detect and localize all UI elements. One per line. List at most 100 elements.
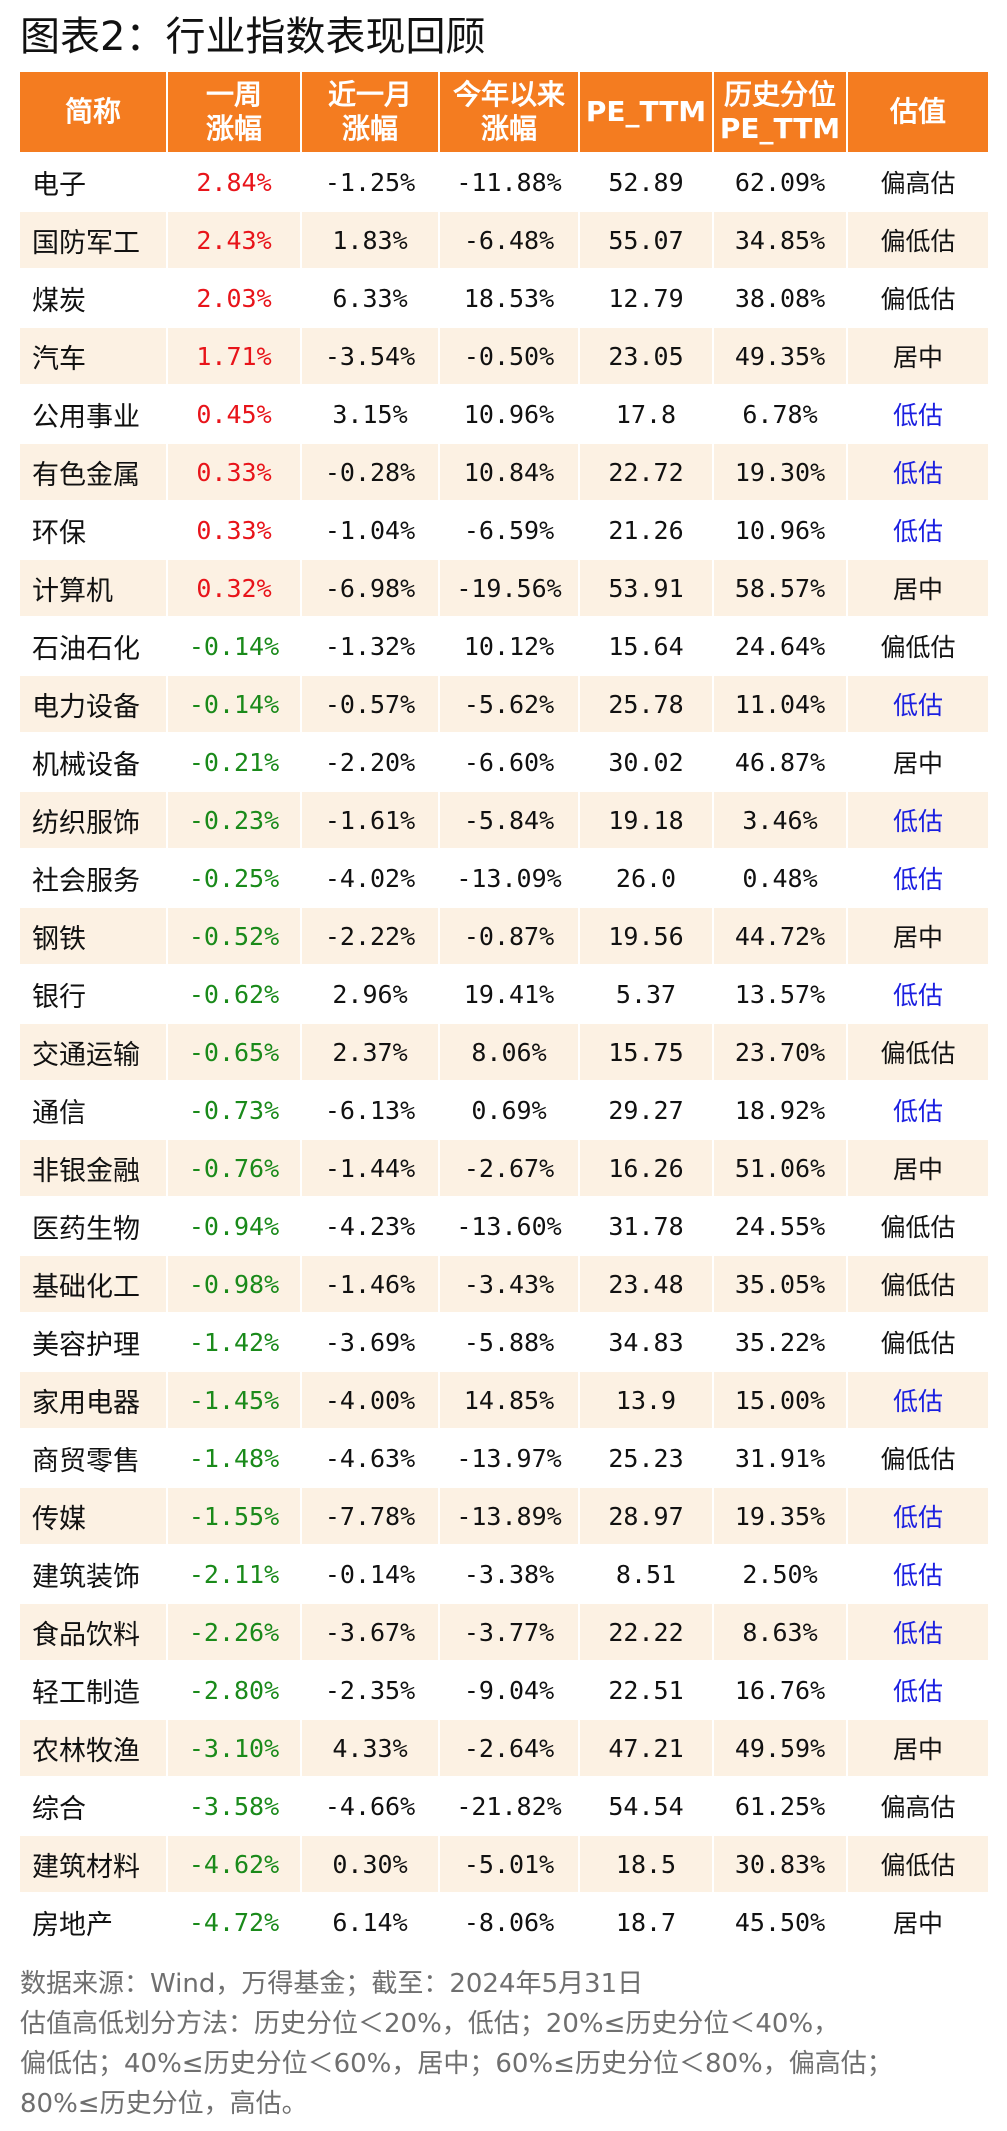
header-week-change: 一周 涨幅: [168, 72, 302, 152]
pe-ttm-cell: 21.26: [580, 500, 714, 558]
pe-ttm-cell: 47.21: [580, 1718, 714, 1776]
pe-percentile-cell: 13.57%: [714, 964, 848, 1022]
table-row: 钢铁 -0.52% -2.22% -0.87% 19.56 44.72% 居中: [20, 906, 988, 964]
pe-percentile-cell: 31.91%: [714, 1428, 848, 1486]
ytd-change-cell: -5.01%: [440, 1834, 580, 1892]
ytd-change-cell: 10.96%: [440, 384, 580, 442]
ytd-change-cell: 0.69%: [440, 1080, 580, 1138]
industry-index-table: 简称 一周 涨幅 近一月 涨幅 今年以来 涨幅 PE_TTM 历史分位 PE_TTM 估…: [20, 72, 988, 1950]
industry-name-cell: 通信: [20, 1080, 168, 1138]
month-change-cell: -2.20%: [302, 732, 440, 790]
industry-name-cell: 食品饮料: [20, 1602, 168, 1660]
ytd-change-cell: -13.89%: [440, 1486, 580, 1544]
ytd-change-cell: 19.41%: [440, 964, 580, 1022]
pe-ttm-cell: 53.91: [580, 558, 714, 616]
month-change-cell: -3.54%: [302, 326, 440, 384]
month-change-cell: 2.37%: [302, 1022, 440, 1080]
industry-name-cell: 社会服务: [20, 848, 168, 906]
month-change-cell: -4.66%: [302, 1776, 440, 1834]
table-row: 公用事业 0.45% 3.15% 10.96% 17.8 6.78% 低估: [20, 384, 988, 442]
month-change-cell: -4.63%: [302, 1428, 440, 1486]
valuation-cell: 偏低估: [848, 1312, 988, 1370]
footnote: 数据来源：Wind，万得基金；截至：2024年5月31日 估值高低划分方法：历史…: [20, 1964, 990, 2124]
industry-name-cell: 轻工制造: [20, 1660, 168, 1718]
pe-percentile-cell: 35.22%: [714, 1312, 848, 1370]
valuation-cell: 低估: [848, 1486, 988, 1544]
valuation-cell: 偏低估: [848, 210, 988, 268]
valuation-cell: 居中: [848, 558, 988, 616]
pe-percentile-cell: 38.08%: [714, 268, 848, 326]
table-row: 食品饮料 -2.26% -3.67% -3.77% 22.22 8.63% 低估: [20, 1602, 988, 1660]
industry-name-cell: 石油石化: [20, 616, 168, 674]
week-change-cell: 0.45%: [168, 384, 302, 442]
pe-percentile-cell: 44.72%: [714, 906, 848, 964]
pe-percentile-cell: 2.50%: [714, 1544, 848, 1602]
week-change-cell: -1.42%: [168, 1312, 302, 1370]
pe-ttm-cell: 52.89: [580, 152, 714, 210]
ytd-change-cell: -11.88%: [440, 152, 580, 210]
industry-name-cell: 计算机: [20, 558, 168, 616]
pe-ttm-cell: 5.37: [580, 964, 714, 1022]
week-change-cell: -0.25%: [168, 848, 302, 906]
ytd-change-cell: -9.04%: [440, 1660, 580, 1718]
industry-name-cell: 汽车: [20, 326, 168, 384]
table-row: 纺织服饰 -0.23% -1.61% -5.84% 19.18 3.46% 低估: [20, 790, 988, 848]
valuation-cell: 偏低估: [848, 1428, 988, 1486]
valuation-cell: 低估: [848, 964, 988, 1022]
industry-name-cell: 煤炭: [20, 268, 168, 326]
table-row: 石油石化 -0.14% -1.32% 10.12% 15.64 24.64% 偏低估: [20, 616, 988, 674]
footnote-method-line: 偏低估；40%≤历史分位＜60%，居中；60%≤历史分位＜80%，偏高估；: [20, 2049, 893, 2079]
table-row: 建筑材料 -4.62% 0.30% -5.01% 18.5 30.83% 偏低估: [20, 1834, 988, 1892]
pe-ttm-cell: 23.05: [580, 326, 714, 384]
valuation-cell: 偏低估: [848, 1196, 988, 1254]
ytd-change-cell: -6.48%: [440, 210, 580, 268]
industry-name-cell: 家用电器: [20, 1370, 168, 1428]
industry-name-cell: 公用事业: [20, 384, 168, 442]
industry-name-cell: 商贸零售: [20, 1428, 168, 1486]
ytd-change-cell: -6.59%: [440, 500, 580, 558]
pe-ttm-cell: 30.02: [580, 732, 714, 790]
table-row: 电子 2.84% -1.25% -11.88% 52.89 62.09% 偏高估: [20, 152, 988, 210]
table-row: 银行 -0.62% 2.96% 19.41% 5.37 13.57% 低估: [20, 964, 988, 1022]
ytd-change-cell: -5.88%: [440, 1312, 580, 1370]
table-row: 传媒 -1.55% -7.78% -13.89% 28.97 19.35% 低估: [20, 1486, 988, 1544]
page-title: 图表2：行业指数表现回顾: [20, 14, 486, 60]
table-row: 交通运输 -0.65% 2.37% 8.06% 15.75 23.70% 偏低估: [20, 1022, 988, 1080]
week-change-cell: -2.11%: [168, 1544, 302, 1602]
industry-name-cell: 医药生物: [20, 1196, 168, 1254]
footnote-method-line: 估值高低划分方法：历史分位＜20%，低估；20%≤历史分位＜40%，: [20, 2009, 840, 2039]
month-change-cell: 6.14%: [302, 1892, 440, 1950]
header-pe-ttm: PE_TTM: [580, 72, 714, 152]
ytd-change-cell: -3.77%: [440, 1602, 580, 1660]
industry-name-cell: 基础化工: [20, 1254, 168, 1312]
ytd-change-cell: 18.53%: [440, 268, 580, 326]
pe-ttm-cell: 28.97: [580, 1486, 714, 1544]
header-pe-percentile: 历史分位 PE_TTM: [714, 72, 848, 152]
month-change-cell: -0.57%: [302, 674, 440, 732]
week-change-cell: -1.55%: [168, 1486, 302, 1544]
valuation-cell: 居中: [848, 1138, 988, 1196]
month-change-cell: -1.61%: [302, 790, 440, 848]
month-change-cell: -2.35%: [302, 1660, 440, 1718]
week-change-cell: -0.14%: [168, 674, 302, 732]
month-change-cell: 6.33%: [302, 268, 440, 326]
pe-percentile-cell: 62.09%: [714, 152, 848, 210]
pe-ttm-cell: 22.72: [580, 442, 714, 500]
table-body: 电子 2.84% -1.25% -11.88% 52.89 62.09% 偏高估 国防军工 2.…: [20, 152, 988, 1950]
table-row: 有色金属 0.33% -0.28% 10.84% 22.72 19.30% 低估: [20, 442, 988, 500]
valuation-cell: 居中: [848, 326, 988, 384]
industry-name-cell: 建筑材料: [20, 1834, 168, 1892]
ytd-change-cell: -19.56%: [440, 558, 580, 616]
header-month-change: 近一月 涨幅: [302, 72, 440, 152]
valuation-cell: 低估: [848, 1544, 988, 1602]
industry-name-cell: 纺织服饰: [20, 790, 168, 848]
valuation-cell: 偏低估: [848, 1254, 988, 1312]
industry-name-cell: 建筑装饰: [20, 1544, 168, 1602]
pe-percentile-cell: 15.00%: [714, 1370, 848, 1428]
valuation-cell: 低估: [848, 500, 988, 558]
table-row: 国防军工 2.43% 1.83% -6.48% 55.07 34.85% 偏低估: [20, 210, 988, 268]
month-change-cell: -3.67%: [302, 1602, 440, 1660]
ytd-change-cell: -2.67%: [440, 1138, 580, 1196]
valuation-cell: 偏低估: [848, 1834, 988, 1892]
valuation-cell: 偏低估: [848, 268, 988, 326]
